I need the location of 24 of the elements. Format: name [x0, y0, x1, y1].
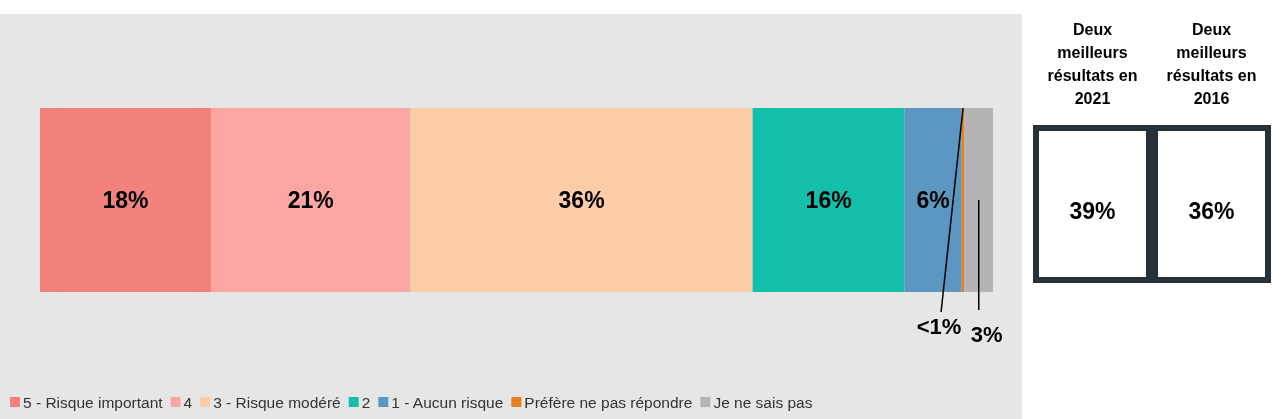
- text: 36%: [1188, 198, 1235, 224]
- bar: [40, 108, 212, 292]
- data-label: 21%: [287, 187, 334, 213]
- legend-label: 5 - Risque important: [23, 394, 164, 411]
- bar: [211, 108, 411, 292]
- data-label: <1%: [916, 314, 962, 339]
- category-label: Deux meilleurs résultats en 2021: [1047, 21, 1138, 107]
- text: 39%: [1069, 198, 1116, 224]
- bar: [752, 108, 905, 292]
- data-label: 16%: [805, 187, 852, 213]
- legend-label: 4: [183, 394, 193, 411]
- category-label: Deux meilleurs résultats en 2016: [1166, 21, 1257, 107]
- legend-label: Je ne sais pas: [713, 394, 813, 411]
- data-label: 36%: [558, 187, 605, 213]
- bar: [964, 108, 993, 292]
- bar: [410, 108, 753, 292]
- legend-label: 1 - Aucun risque: [391, 394, 504, 411]
- bar: [904, 108, 962, 292]
- data-label: 6%: [916, 187, 950, 213]
- legend-label: Préfère ne pas répondre: [524, 394, 693, 411]
- legend-label: 3 - Risque modéré: [213, 394, 341, 411]
- legend-label: 2: [361, 394, 371, 411]
- data-label: 18%: [102, 187, 149, 213]
- data-label: 3%: [970, 322, 1003, 347]
